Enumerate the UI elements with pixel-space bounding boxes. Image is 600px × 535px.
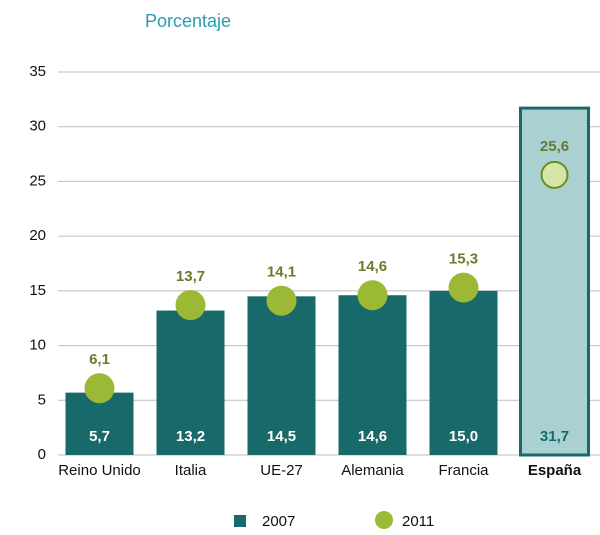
y-tick-label: 25 — [29, 172, 46, 189]
bar — [519, 106, 590, 457]
y-tick-label: 5 — [38, 391, 46, 408]
bar — [338, 295, 407, 455]
y-tick-label: 30 — [29, 118, 46, 135]
y-tick-label: 15 — [29, 282, 46, 299]
dot-value-label: 13,7 — [176, 268, 205, 285]
y-tick-label: 0 — [38, 446, 46, 463]
x-tick-label: Francia — [438, 462, 489, 479]
x-tick-label: Alemania — [341, 462, 404, 479]
chart-subtitle: Porcentaje — [145, 11, 231, 31]
dot — [266, 285, 297, 316]
bar — [429, 290, 498, 455]
x-tick-label: España — [528, 462, 582, 479]
bar — [247, 296, 316, 455]
dot — [448, 272, 479, 303]
dot-value-label: 6,1 — [89, 351, 110, 368]
dot-value-label: 14,1 — [267, 264, 296, 281]
bar-value-label: 5,7 — [89, 428, 110, 445]
legend-label: 2011 — [402, 513, 434, 530]
legend-swatch — [375, 511, 393, 529]
dot — [84, 373, 115, 404]
dot — [175, 290, 206, 321]
dot-value-label: 25,6 — [540, 138, 569, 155]
dot — [540, 160, 569, 189]
x-tick-label: Reino Unido — [58, 462, 141, 479]
bar-value-label: 14,6 — [358, 428, 387, 445]
bar-value-label: 15,0 — [449, 428, 478, 445]
legend-label: 2007 — [262, 513, 295, 530]
legend-swatch — [234, 515, 246, 527]
dot-value-label: 15,3 — [449, 251, 478, 268]
bar-value-label: 31,7 — [540, 428, 569, 445]
x-tick-label: UE-27 — [260, 462, 303, 479]
dot-value-label: 14,6 — [358, 258, 387, 275]
y-tick-label: 20 — [29, 227, 46, 244]
y-tick-label: 10 — [29, 337, 46, 354]
dot — [357, 280, 388, 311]
bar-value-label: 13,2 — [176, 428, 205, 445]
x-tick-label: Italia — [175, 462, 207, 479]
bar — [156, 310, 225, 455]
bar-value-label: 14,5 — [267, 428, 296, 445]
y-tick-label: 35 — [29, 63, 46, 80]
